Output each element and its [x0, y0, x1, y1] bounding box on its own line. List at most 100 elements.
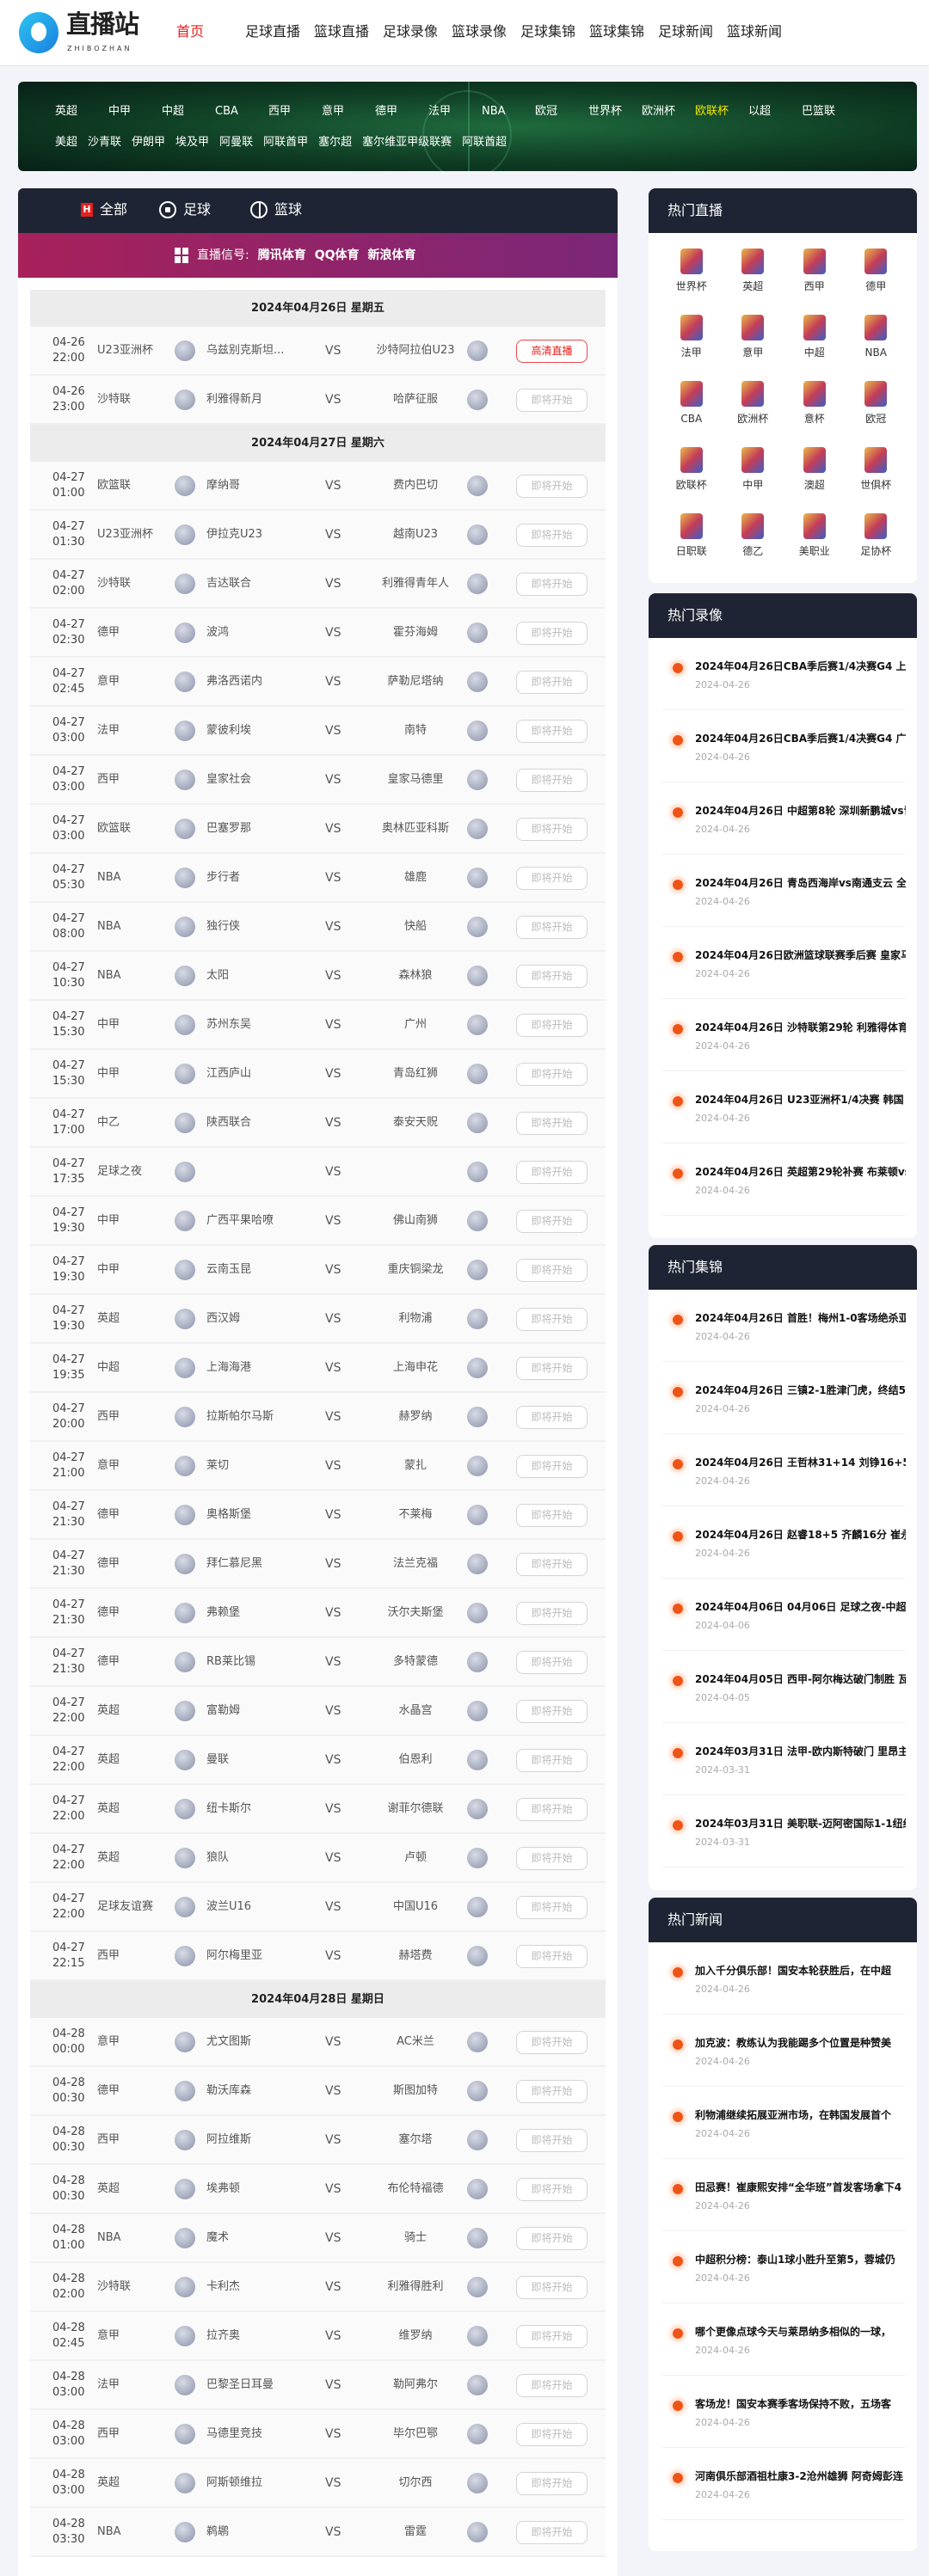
- hot-league-item[interactable]: 世界杯: [661, 248, 723, 293]
- hot-league-item[interactable]: 美职业: [784, 513, 846, 558]
- nav-link[interactable]: 篮球新闻: [727, 23, 783, 40]
- upcoming-button[interactable]: 即将开始: [516, 1357, 588, 1380]
- upcoming-button[interactable]: 即将开始: [516, 818, 588, 841]
- hot-league-item[interactable]: CBA: [661, 381, 723, 426]
- hot-league-item[interactable]: 西甲: [784, 248, 846, 293]
- article-item[interactable]: 2024年04月26日 首胜！梅州1-0客场绝杀亚 2024-04-26: [662, 1290, 906, 1362]
- upcoming-button[interactable]: 即将开始: [516, 622, 588, 645]
- hot-league-item[interactable]: NBA: [846, 315, 907, 359]
- upcoming-button[interactable]: 即将开始: [516, 475, 588, 498]
- article-title[interactable]: 2024年04月26日 三镇2-1胜津门虎，终结5轮: [695, 1384, 906, 1396]
- article-item[interactable]: 2024年03月31日 美职联-迈阿密国际1-1纽约 2024-03-31: [662, 1795, 906, 1868]
- upcoming-button[interactable]: 即将开始: [516, 2178, 588, 2201]
- upcoming-button[interactable]: 即将开始: [516, 1014, 588, 1037]
- hot-league-item[interactable]: 意杯: [784, 381, 846, 426]
- upcoming-button[interactable]: 即将开始: [516, 2276, 588, 2299]
- hot-league-item[interactable]: 欧洲杯: [723, 381, 784, 426]
- upcoming-button[interactable]: 即将开始: [516, 573, 588, 596]
- upcoming-button[interactable]: 即将开始: [516, 1308, 588, 1331]
- league-link[interactable]: 阿联酋超: [462, 136, 508, 149]
- upcoming-button[interactable]: 即将开始: [516, 1259, 588, 1282]
- article-title[interactable]: 河南俱乐部酒祖杜康3-2沧州雄狮 阿奇姆彭连: [695, 2470, 903, 2482]
- league-link[interactable]: NBA: [482, 105, 506, 118]
- upcoming-button[interactable]: 即将开始: [516, 1455, 588, 1478]
- upcoming-button[interactable]: 即将开始: [516, 2129, 588, 2152]
- article-title[interactable]: 2024年04月26日 首胜！梅州1-0客场绝杀亚: [695, 1312, 906, 1324]
- upcoming-button[interactable]: 即将开始: [516, 2423, 588, 2446]
- upcoming-button[interactable]: 即将开始: [516, 1210, 588, 1233]
- league-link[interactable]: 法甲: [428, 105, 452, 118]
- signal-source-link[interactable]: 新浪体育: [367, 248, 416, 262]
- league-link[interactable]: 意甲: [322, 105, 345, 118]
- hot-league-item[interactable]: 意甲: [723, 315, 784, 359]
- article-item[interactable]: 2024年04月06日 04月06日 足球之夜-中超之 2024-04-06: [662, 1579, 906, 1651]
- upcoming-button[interactable]: 即将开始: [516, 1553, 588, 1576]
- article-item[interactable]: 利物浦继续拓展亚洲市场，在韩国发展首个 2024-04-26: [662, 2087, 905, 2159]
- league-link[interactable]: 以超: [748, 105, 772, 118]
- article-item[interactable]: 2024年04月05日 西甲-阿尔梅达破门制胜 瓦 2024-04-05: [662, 1651, 906, 1723]
- article-title[interactable]: 2024年04月26日 U23亚洲杯1/4决赛 韩国: [695, 1094, 904, 1106]
- league-link[interactable]: 德甲: [375, 105, 398, 118]
- upcoming-button[interactable]: 即将开始: [516, 2374, 588, 2397]
- upcoming-button[interactable]: 即将开始: [516, 1063, 588, 1086]
- hot-league-item[interactable]: 英超: [723, 248, 784, 293]
- article-title[interactable]: 2024年03月31日 法甲-欧内斯特破门 里昂主: [695, 1745, 906, 1757]
- article-title[interactable]: 田忌赛！崔康熙安排“全华班”首发客场拿下4: [695, 2181, 902, 2193]
- article-title[interactable]: 加克波：教练认为我能踢多个位置是种赞美: [695, 2037, 892, 2049]
- nav-link[interactable]: 足球新闻: [658, 23, 714, 40]
- article-item[interactable]: 2024年04月26日 青岛西海岸vs南通支云 全 2024-04-26: [662, 855, 906, 927]
- hot-league-item[interactable]: 足协杯: [846, 513, 907, 558]
- signal-source-link[interactable]: QQ体育: [314, 248, 360, 262]
- league-link[interactable]: 巴篮联: [802, 105, 836, 118]
- league-link[interactable]: 阿联酋甲: [263, 136, 309, 149]
- article-item[interactable]: 2024年04月26日 U23亚洲杯1/4决赛 韩国 2024-04-26: [662, 1071, 905, 1144]
- league-link[interactable]: 欧洲杯: [642, 105, 676, 118]
- hot-league-item[interactable]: 欧冠: [846, 381, 907, 426]
- upcoming-button[interactable]: 即将开始: [516, 1847, 588, 1870]
- upcoming-button[interactable]: 即将开始: [516, 1749, 588, 1772]
- article-title[interactable]: 哪个更像点球今天与莱昂纳多相似的一球，: [695, 2326, 892, 2338]
- league-link[interactable]: 欧冠: [535, 105, 558, 118]
- league-link[interactable]: 欧联杯: [695, 105, 729, 118]
- nav-link[interactable]: 足球录像: [383, 23, 439, 40]
- tab-basketball[interactable]: 篮球: [250, 201, 302, 218]
- upcoming-button[interactable]: 即将开始: [516, 2472, 588, 2495]
- upcoming-button[interactable]: 即将开始: [516, 524, 588, 547]
- league-link[interactable]: 塞尔超: [318, 136, 353, 149]
- upcoming-button[interactable]: 即将开始: [516, 671, 588, 694]
- article-title[interactable]: 2024年03月31日 美职联-迈阿密国际1-1纽约: [695, 1818, 906, 1830]
- upcoming-button[interactable]: 即将开始: [516, 2080, 588, 2103]
- article-item[interactable]: 2024年04月26日 英超第29轮补赛 布莱顿vs 2024-04-26: [662, 1144, 906, 1216]
- upcoming-button[interactable]: 即将开始: [516, 965, 588, 988]
- upcoming-button[interactable]: 即将开始: [516, 1798, 588, 1821]
- article-title[interactable]: 2024年04月26日欧洲篮球联赛季后赛 皇家马: [695, 949, 906, 961]
- upcoming-button[interactable]: 即将开始: [516, 916, 588, 939]
- article-item[interactable]: 哪个更像点球今天与莱昂纳多相似的一球， 2024-04-26: [662, 2303, 905, 2376]
- article-item[interactable]: 中超积分榜：泰山1球小胜升至第5，蓉城仍 2024-04-26: [662, 2231, 905, 2303]
- article-title[interactable]: 2024年04月26日 英超第29轮补赛 布莱顿vs: [695, 1166, 906, 1178]
- article-title[interactable]: 2024年04月26日CBA季后赛1/4决赛G4 广州: [695, 733, 906, 745]
- hot-league-item[interactable]: 欧联杯: [661, 447, 723, 492]
- league-link[interactable]: 伊朗甲: [132, 136, 166, 149]
- hot-league-item[interactable]: 法甲: [661, 315, 723, 359]
- article-item[interactable]: 河南俱乐部酒祖杜康3-2沧州雄狮 阿奇姆彭连 2024-04-26: [662, 2448, 905, 2520]
- article-item[interactable]: 2024年04月26日 中超第8轮 深圳新鹏城vs青 2024-04-26: [662, 782, 906, 855]
- nav-link[interactable]: 篮球录像: [452, 23, 508, 40]
- league-link[interactable]: 沙青联: [88, 136, 122, 149]
- upcoming-button[interactable]: 即将开始: [516, 867, 588, 890]
- league-link[interactable]: 阿曼联: [219, 136, 254, 149]
- article-title[interactable]: 2024年04月26日 王哲林31+14 刘铮16+5+5: [695, 1457, 906, 1469]
- upcoming-button[interactable]: 即将开始: [516, 1161, 588, 1184]
- nav-link[interactable]: 足球直播: [245, 23, 301, 40]
- article-title[interactable]: 2024年04月26日 赵睿18+5 齐麟16分 崔永熙: [695, 1529, 906, 1541]
- upcoming-button[interactable]: 即将开始: [516, 1896, 588, 1919]
- article-item[interactable]: 加克波：教练认为我能踢多个位置是种赞美 2024-04-26: [662, 2015, 905, 2087]
- upcoming-button[interactable]: 即将开始: [516, 2227, 588, 2250]
- article-title[interactable]: 利物浦继续拓展亚洲市场，在韩国发展首个: [695, 2109, 892, 2121]
- upcoming-button[interactable]: 即将开始: [516, 1504, 588, 1527]
- article-title[interactable]: 2024年04月26日 中超第8轮 深圳新鹏城vs青: [695, 805, 906, 817]
- league-link[interactable]: 美超: [55, 136, 78, 149]
- upcoming-button[interactable]: 即将开始: [516, 389, 588, 412]
- nav-link[interactable]: 首页: [176, 23, 205, 40]
- article-title[interactable]: 2024年04月05日 西甲-阿尔梅达破门制胜 瓦: [695, 1673, 906, 1685]
